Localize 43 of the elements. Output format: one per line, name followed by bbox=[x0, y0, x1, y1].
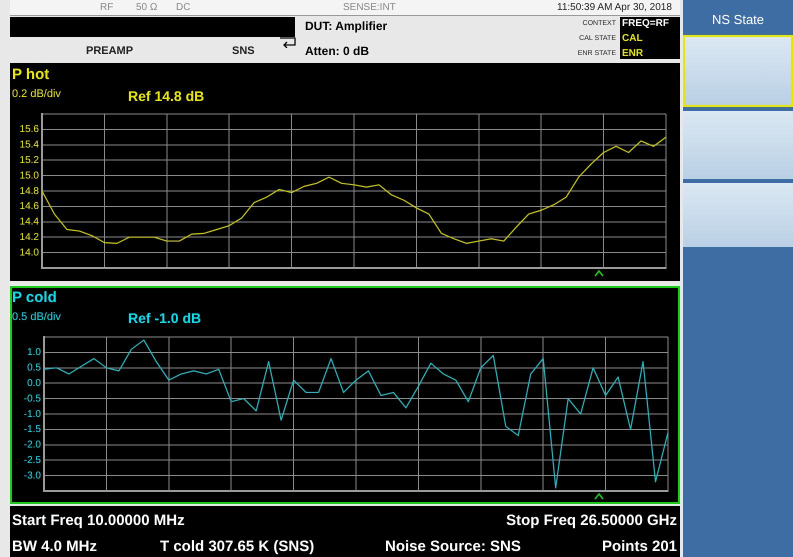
text: SNS bbox=[232, 45, 255, 57]
y-tick-label: 15.6 bbox=[20, 124, 40, 136]
y-tick-label: 14.8 bbox=[20, 186, 40, 197]
text: ENR bbox=[622, 48, 644, 59]
text: DC bbox=[176, 2, 190, 13]
y-tick-label: -3.0 bbox=[24, 470, 42, 482]
y-tick-label: 15.0 bbox=[20, 170, 40, 182]
text: Atten: 0 dB bbox=[305, 44, 369, 58]
y-tick-label: -2.5 bbox=[24, 454, 42, 466]
text: CAL bbox=[622, 33, 643, 44]
y-tick-label: 14.4 bbox=[20, 216, 40, 228]
y-tick-label: 1.0 bbox=[27, 347, 42, 358]
y-tick-label: 15.2 bbox=[20, 154, 40, 166]
y-tick-label: -2.0 bbox=[24, 440, 42, 451]
y-tick-label: 0.0 bbox=[27, 378, 42, 389]
text: RF bbox=[100, 2, 114, 13]
text: T cold 307.65 K (SNS) bbox=[160, 538, 314, 555]
text: Noise Source: SNS bbox=[385, 538, 521, 555]
text: NS State bbox=[712, 12, 764, 27]
chart-subtitle: 0.5 dB/div bbox=[12, 311, 61, 323]
chart-title: P cold bbox=[12, 289, 57, 306]
text: Ref 14.8 dB bbox=[128, 88, 204, 104]
text: Ref -1.0 dB bbox=[128, 310, 202, 326]
text: 11:50:39 AM Apr 30, 2018 bbox=[557, 2, 672, 13]
y-tick-label: 15.4 bbox=[20, 140, 40, 151]
chart-subtitle: 0.2 dB/div bbox=[12, 88, 61, 100]
y-tick-label: 0.5 bbox=[27, 362, 42, 374]
text: BW 4.0 MHz bbox=[12, 538, 98, 555]
text: FREQ=RF bbox=[622, 18, 669, 29]
y-tick-label: -0.5 bbox=[24, 393, 42, 404]
y-tick-label: 14.6 bbox=[20, 201, 40, 212]
y-tick-label: 14.0 bbox=[20, 247, 40, 258]
text: Start Freq 10.00000 MHz bbox=[12, 512, 185, 529]
text: PREAMP bbox=[86, 45, 134, 57]
text: Stop Freq 26.50000 GHz bbox=[506, 512, 677, 529]
y-tick-label: 14.2 bbox=[20, 232, 40, 243]
y-tick-label: -1.5 bbox=[24, 424, 42, 436]
text: Points 201 bbox=[602, 538, 677, 555]
text: 50 Ω bbox=[136, 2, 158, 13]
chart-title: P hot bbox=[12, 66, 50, 83]
text: SENSE:INT bbox=[343, 2, 396, 13]
text: DUT: Amplifier bbox=[305, 19, 388, 33]
y-tick-label: -1.0 bbox=[24, 408, 42, 420]
